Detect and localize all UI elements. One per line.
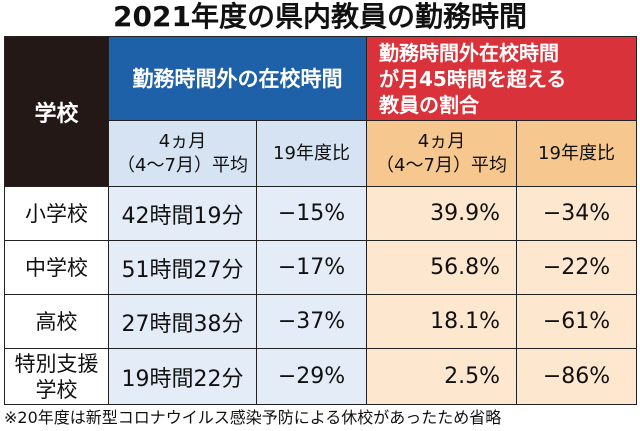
row-ratio: 18.1% — [366, 294, 517, 349]
table-row: 高校 27時間38分 −37% 18.1% −61% — [4, 294, 638, 349]
subheader-hours-yoy: 19年度比 — [256, 120, 367, 187]
row-hours: 27時間38分 — [108, 294, 257, 349]
row-school: 高校 — [4, 294, 109, 349]
work-hours-table: 学校 勤務時間外の在校時間 勤務時間外在校時間 が月45時間を超える 教員の割合… — [4, 36, 638, 405]
footnote: ※20年度は新型コロナウイルス感染予防による休校があったため省略 — [4, 408, 502, 427]
header-ratio: 勤務時間外在校時間 が月45時間を超える 教員の割合 — [365, 36, 638, 121]
row-ratio-yoy: −34% — [515, 186, 638, 241]
table-row: 中学校 51時間27分 −17% 56.8% −22% — [4, 240, 638, 295]
row-school: 特別支援 学校 — [4, 348, 109, 405]
row-hours-yoy: −15% — [256, 186, 367, 241]
row-hours: 51時間27分 — [108, 240, 257, 295]
row-hours: 42時間19分 — [108, 186, 257, 241]
row-ratio-yoy: −61% — [515, 294, 638, 349]
subheader-hours-avg-line1: 4ヵ月 — [158, 130, 207, 152]
row-hours-yoy: −37% — [256, 294, 367, 349]
subheader-ratio-avg: 4ヵ月 （4〜7月）平均 — [366, 120, 517, 187]
row-hours-yoy: −29% — [256, 348, 367, 405]
page-title: 2021年度の県内教員の勤務時間 — [113, 0, 527, 33]
header-school: 学校 — [4, 36, 109, 187]
subheader-hours-avg: 4ヵ月 （4〜7月）平均 — [108, 120, 257, 187]
row-school: 中学校 — [4, 240, 109, 295]
subheader-hours-avg-line2: （4〜7月）平均 — [117, 154, 248, 176]
row-school-line1: 特別支援 — [14, 351, 99, 376]
subheader-ratio-yoy: 19年度比 — [515, 120, 638, 187]
row-ratio: 2.5% — [366, 348, 517, 405]
row-school: 小学校 — [4, 186, 109, 241]
header-overtime: 勤務時間外の在校時間 — [108, 36, 367, 121]
row-ratio: 39.9% — [366, 186, 517, 241]
row-ratio: 56.8% — [366, 240, 517, 295]
row-hours: 19時間22分 — [108, 348, 257, 405]
header-ratio-line3: 教員の割合 — [379, 92, 479, 117]
table-row: 特別支援 学校 19時間22分 −29% 2.5% −86% — [4, 348, 638, 405]
table-row: 小学校 42時間19分 −15% 39.9% −34% — [4, 186, 638, 241]
subheader-ratio-avg-line2: （4〜7月）平均 — [376, 154, 507, 176]
row-ratio-yoy: −86% — [515, 348, 638, 405]
subheader-ratio-avg-line1: 4ヵ月 — [417, 130, 466, 152]
header-ratio-line2: が月45時間を超える — [379, 66, 567, 91]
header-ratio-line1: 勤務時間外在校時間 — [379, 40, 559, 65]
row-ratio-yoy: −22% — [515, 240, 638, 295]
row-school-line2: 学校 — [35, 377, 78, 402]
row-hours-yoy: −17% — [256, 240, 367, 295]
